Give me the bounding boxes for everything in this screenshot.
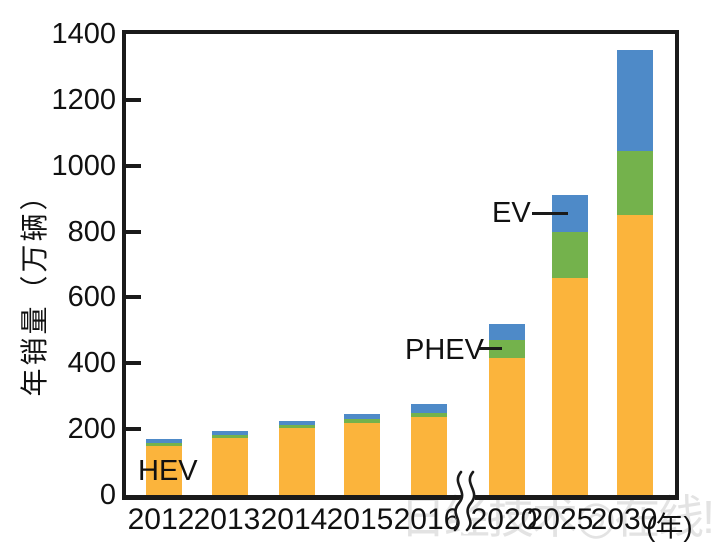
x-tick-label-2030: 2030 [590,503,658,536]
axis-break-icon [453,468,476,534]
y-tick-1000 [126,163,141,168]
bar-segment-hev-2016 [411,416,447,495]
bar-segment-ev-2012 [146,438,182,443]
annotation-phev-label: PHEV [405,334,484,366]
x-tick-label-2015: 2015 [326,503,394,536]
bar-segment-phev-2014 [279,425,315,429]
y-tick-200 [126,427,141,432]
x-axis-tick-labels: 2012 2013 2014 2015 2016 2020 2025 2030 [0,503,724,545]
y-tick-label-1000: 1000 [51,149,116,182]
bar-segment-ev-2013 [212,431,248,436]
bar-segment-ev-2016 [411,404,447,413]
bar-2013 [212,431,248,495]
bar-segment-ev-2015 [344,413,380,419]
bar-2015 [344,413,380,495]
bar-segment-phev-2012 [146,442,182,446]
x-axis-unit-label: (年) [646,511,693,542]
y-tick-label-200: 200 [67,413,116,446]
bar-segment-phev-2016 [411,412,447,417]
bar-2020 [489,324,525,495]
annotation-phev-leader-line [478,347,502,350]
plot-frame [122,30,679,500]
bar-segment-hev-2020 [489,358,525,495]
annotation-ev-leader-line [532,212,568,215]
x-tick-label-2014: 2014 [260,503,328,536]
x-tick-label-2013: 2013 [193,503,261,536]
annotation-hev-label: HEV [138,455,198,487]
annotation-ev-label: EV [492,197,531,229]
bar-2012 [146,438,182,495]
bar-segment-hev-2030 [617,215,653,495]
y-axis-title: 年销量（万辆） [19,179,50,397]
bar-2030 [617,50,653,495]
bar-2016 [411,404,447,495]
bar-2025 [552,194,588,495]
x-tick-label-2012: 2012 [127,503,195,536]
watermark-text: 日经技术◎在线! [400,491,715,543]
bar-segment-phev-2013 [212,435,248,439]
bar-segment-ev-2030 [617,50,653,151]
bar-segment-phev-2025 [552,231,588,278]
x-tick-label-2020: 2020 [470,503,538,536]
bar-segment-phev-2020 [489,340,525,359]
bar-2014 [279,421,315,495]
bar-segment-hev-2025 [552,277,588,495]
y-tick-label-1200: 1200 [51,83,116,116]
bar-segment-ev-2014 [279,421,315,426]
y-tick-400 [126,361,141,366]
y-tick-600 [126,295,141,300]
y-tick-label-1400: 1400 [51,18,116,50]
bar-segment-hev-2013 [212,438,248,495]
y-tick-800 [126,229,141,234]
bar-segment-hev-2015 [344,422,380,495]
y-tick-1200 [126,97,141,102]
x-tick-label-2025: 2025 [526,503,594,536]
bar-segment-hev-2014 [279,428,315,495]
bars-layer [126,34,675,495]
x-tick-label-2016: 2016 [393,503,461,536]
bar-segment-hev-2012 [146,445,182,495]
bar-segment-phev-2015 [344,418,380,423]
bar-segment-phev-2030 [617,150,653,216]
bar-segment-ev-2020 [489,324,525,341]
